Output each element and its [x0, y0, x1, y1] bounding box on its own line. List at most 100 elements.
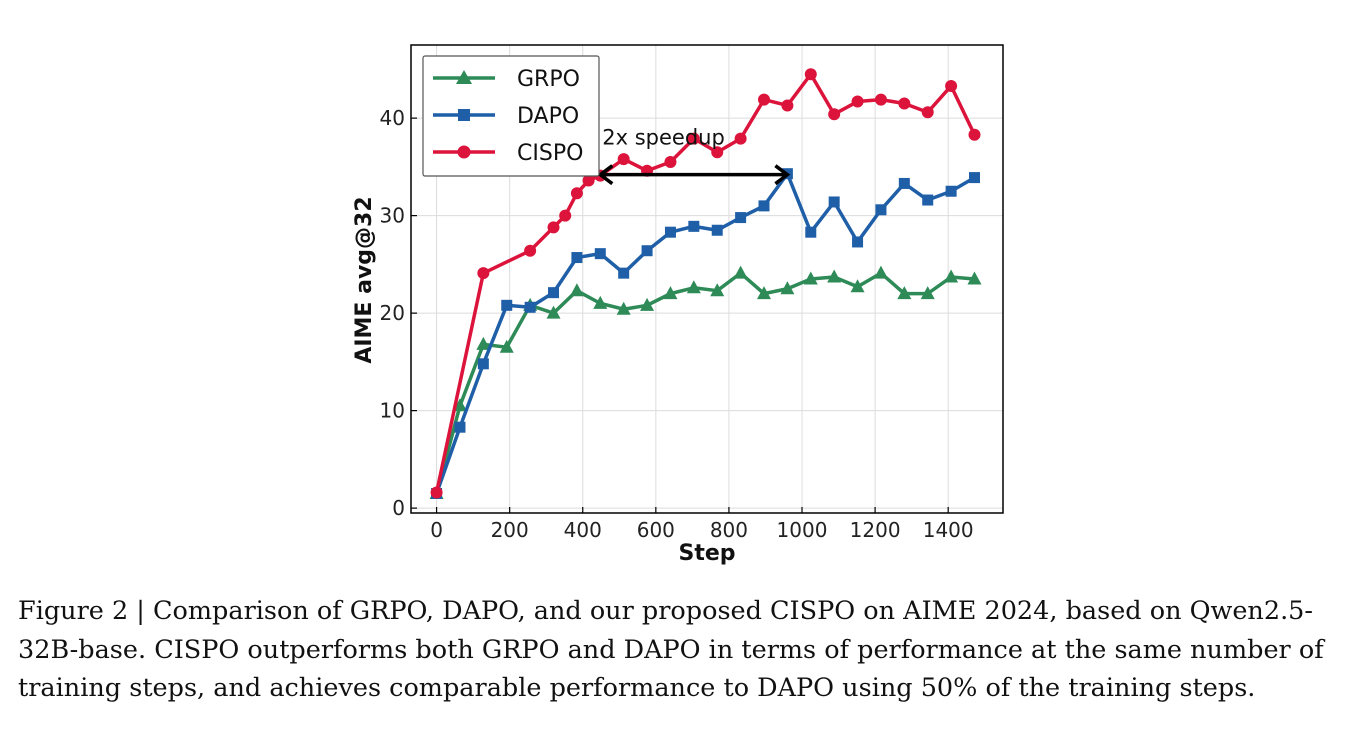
data-point-cispo [898, 97, 911, 110]
data-point-dapo [758, 200, 770, 212]
data-point-grpo [452, 398, 467, 412]
data-point-dapo [501, 299, 513, 311]
data-point-cispo [664, 156, 677, 168]
legend-marker-dapo [458, 109, 470, 121]
data-point-dapo [968, 172, 980, 184]
data-point-grpo [780, 281, 795, 295]
data-point-dapo [524, 301, 536, 313]
data-point-cispo [734, 132, 747, 145]
data-point-dapo [688, 220, 700, 232]
legend-item-dapo: DAPO [433, 104, 579, 129]
x-tick-label: 200 [491, 518, 529, 542]
data-point-grpo [593, 295, 608, 309]
data-point-cispo [477, 267, 490, 280]
series-line-dapo [434, 171, 976, 495]
data-point-grpo [827, 269, 842, 283]
data-point-cispo [559, 209, 572, 222]
series-dapo [431, 168, 980, 499]
data-point-grpo [569, 283, 584, 297]
legend-box [422, 55, 600, 177]
data-point-grpo [616, 301, 631, 315]
y-axis-label: AIME avg@32 [352, 196, 377, 363]
x-axis-label: Step [678, 541, 735, 566]
y-tick-label: 30 [380, 204, 405, 228]
data-point-grpo [686, 280, 701, 294]
data-point-dapo [477, 358, 489, 370]
data-point-cispo [687, 132, 700, 145]
annotation: 2x speedup [597, 126, 791, 186]
legend-marker-cispo [457, 145, 471, 159]
data-point-dapo [454, 421, 466, 433]
data-point-cispo [711, 146, 724, 159]
data-point-dapo [571, 252, 583, 264]
data-point-dapo [618, 267, 630, 279]
data-point-grpo [710, 283, 725, 297]
legend-marker-grpo [456, 70, 472, 84]
data-point-dapo [711, 224, 723, 236]
data-point-grpo [499, 339, 514, 353]
x-tick-label: 400 [564, 518, 602, 542]
axis-ticks: 0 200 400 600 800 1000 1200 1400 0 10 20 30 40 [380, 106, 974, 542]
chart: 2x speedup 0 200 400 600 800 1000 1200 1400 0 10 2… [352, 44, 1004, 566]
data-point-cispo [945, 79, 958, 92]
data-point-grpo [546, 305, 561, 319]
data-point-grpo [850, 279, 865, 293]
y-tick-label: 10 [380, 399, 405, 423]
data-point-grpo [897, 286, 912, 300]
data-point-dapo [548, 287, 560, 299]
data-point-cispo [524, 244, 537, 257]
data-point-cispo [617, 153, 630, 166]
data-point-cispo [921, 106, 934, 119]
legend: GRPO DAPO CISPO [422, 55, 600, 177]
data-point-grpo [476, 336, 491, 350]
data-point-cispo [547, 221, 560, 234]
data-point-cispo [968, 128, 981, 141]
series-layer [429, 68, 982, 499]
speedup-arrow-left-head [597, 164, 614, 186]
y-tick-label: 0 [392, 496, 405, 520]
x-tick-label: 1000 [777, 518, 828, 542]
data-point-grpo [803, 271, 818, 285]
series-grpo [429, 265, 982, 499]
plot-frame [410, 44, 1004, 514]
data-point-cispo [781, 99, 794, 112]
data-point-cispo [758, 93, 771, 106]
x-tick-label: 1400 [923, 518, 974, 542]
y-tick-label: 20 [380, 301, 405, 325]
data-point-dapo [664, 226, 676, 238]
legend-item-grpo: GRPO [433, 67, 580, 92]
data-point-grpo [873, 265, 888, 279]
data-point-cispo [828, 108, 841, 121]
legend-item-cispo: CISPO [433, 141, 583, 166]
data-point-dapo [852, 236, 864, 248]
data-point-cispo [430, 486, 443, 499]
speedup-label: 2x speedup [602, 126, 725, 150]
data-point-dapo [594, 248, 606, 260]
figure-caption: Figure 2 | Comparison of GRPO, DAPO, and… [18, 596, 1324, 703]
data-point-grpo [733, 265, 748, 279]
data-point-dapo [922, 194, 934, 206]
data-point-cispo [804, 68, 817, 81]
data-point-cispo [851, 95, 864, 108]
data-point-dapo [898, 177, 910, 189]
x-tick-label: 1200 [850, 518, 901, 542]
legend-label-cispo: CISPO [517, 141, 583, 166]
data-point-dapo [875, 204, 887, 216]
legend-label-dapo: DAPO [517, 104, 579, 129]
data-point-cispo [874, 93, 887, 106]
speedup-arrow-right-head [774, 164, 791, 186]
legend-label-grpo: GRPO [517, 67, 580, 92]
data-point-dapo [735, 212, 747, 224]
x-tick-label: 0 [430, 518, 443, 542]
data-point-dapo [641, 245, 653, 257]
data-point-grpo [967, 271, 982, 285]
data-point-grpo [640, 297, 655, 311]
y-tick-label: 40 [380, 106, 405, 130]
x-tick-label: 600 [637, 518, 675, 542]
data-point-grpo [757, 286, 772, 300]
data-point-grpo [663, 286, 678, 300]
data-point-cispo [582, 174, 595, 187]
x-tick-label: 800 [710, 518, 748, 542]
data-point-dapo [805, 226, 817, 238]
data-point-dapo [828, 196, 840, 208]
